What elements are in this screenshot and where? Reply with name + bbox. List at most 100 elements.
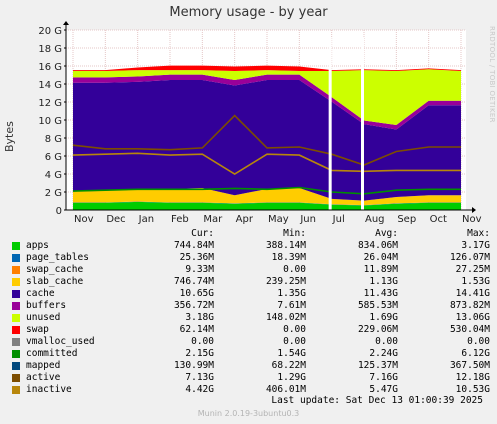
legend-min: 7.61M: [277, 300, 306, 311]
legend-cur: 0.00: [191, 336, 214, 347]
legend-name: unused: [26, 312, 61, 323]
legend-min: 406.01M: [265, 384, 306, 395]
header-cur: Cur:: [191, 228, 214, 239]
legend-row-slab_cache: slab_cache 746.74M 239.25M 1.13G 1.53G: [12, 276, 492, 288]
legend-cur: 9.33M: [185, 264, 214, 275]
last-update: Last update: Sat Dec 13 01:00:39 2025: [271, 395, 483, 406]
x-tick-label: Nov: [74, 214, 94, 225]
legend-avg: 26.04M: [363, 252, 398, 263]
y-tick-label: 14 G: [38, 80, 62, 91]
legend-row-cache: cache 10.65G 1.35G 11.43G 14.41G: [12, 288, 492, 300]
legend-avg: 0.00: [375, 336, 398, 347]
legend-name: committed: [26, 348, 78, 359]
legend-avg: 11.43G: [363, 288, 398, 299]
axes: [63, 21, 476, 213]
legend-cur: 2.15G: [185, 348, 214, 359]
legend-row-mapped: mapped 130.99M 68.22M 125.37M 367.50M: [12, 360, 492, 372]
legend-cur: 744.84M: [173, 240, 214, 251]
legend-row-apps: apps 744.84M 388.14M 834.06M 3.17G: [12, 240, 492, 252]
legend-table: Cur: Min: Avg: Max: apps 744.84M 388.14M 83…: [12, 228, 492, 396]
data-gaps: [328, 38, 364, 210]
legend-swatch: [12, 290, 20, 298]
legend-cur: 356.72M: [173, 300, 214, 311]
gap-aug: [361, 38, 364, 210]
legend-max: 3.17G: [461, 240, 490, 251]
legend-avg: 5.47G: [369, 384, 398, 395]
legend-max: 27.25M: [455, 264, 490, 275]
legend-row-swap: swap 62.14M 0.00 229.06M 530.04M: [12, 324, 492, 336]
legend-avg: 1.13G: [369, 276, 398, 287]
legend-min: 0.00: [283, 336, 306, 347]
legend-cur: 746.74M: [173, 276, 214, 287]
y-tick-labels: 0 2 G 4 G 6 G 8 G 10 G 12 G 14 G 16 G 18 G 20 G: [38, 26, 66, 217]
rrdtool-credit: RRDTOOL / TOBI OETIKER: [488, 26, 496, 123]
legend-swatch: [12, 266, 20, 274]
legend-avg: 585.53M: [357, 300, 398, 311]
legend-swatch: [12, 254, 20, 262]
legend-avg: 7.16G: [369, 372, 398, 383]
legend-cur: 62.14M: [179, 324, 214, 335]
legend-header: Cur: Min: Avg: Max:: [12, 228, 492, 240]
legend-max: 6.12G: [461, 348, 490, 359]
legend-cur: 130.99M: [173, 360, 214, 371]
legend-row-unused: unused 3.18G 148.02M 1.69G 13.06G: [12, 312, 492, 324]
header-avg: Avg:: [375, 228, 398, 239]
x-tick-label: May: [268, 214, 289, 225]
munin-version: Munin 2.0.19-3ubuntu0.3: [197, 409, 300, 418]
legend-max: 14.41G: [455, 288, 490, 299]
legend-avg: 834.06M: [357, 240, 398, 251]
plot-area: 0 2 G 4 G 6 G 8 G 10 G 12 G 14 G 16 G 18 G 20 G No…: [38, 21, 482, 225]
legend-swatch: [12, 326, 20, 334]
stacked-areas: [73, 65, 461, 210]
legend-name: swap_cache: [26, 264, 84, 275]
legend-avg: 11.89M: [363, 264, 398, 275]
x-tick-label: Jul: [332, 214, 345, 225]
legend-max: 873.82M: [449, 300, 490, 311]
legend-max: 530.04M: [449, 324, 490, 335]
legend-name: cache: [26, 288, 55, 299]
header-min: Min:: [283, 228, 306, 239]
legend-max: 13.06G: [455, 312, 490, 323]
x-tick-label: Jun: [299, 214, 316, 225]
y-tick-label: 10 G: [38, 116, 62, 127]
legend-name: page_tables: [26, 252, 89, 263]
x-tick-label: Mar: [203, 214, 223, 225]
x-tick-labels: Nov Dec Jan Feb Mar Apr May Jun Jul Aug Sep Oct Nov: [74, 214, 482, 225]
legend-max: 126.07M: [449, 252, 490, 263]
area-page_tables: [73, 201, 461, 206]
x-tick-label: Sep: [397, 214, 416, 225]
legend-row-page_tables: page_tables 25.36M 18.39M 26.04M 126.07M: [12, 252, 492, 264]
legend-min: 18.39M: [271, 252, 306, 263]
legend-name: slab_cache: [26, 276, 84, 287]
legend-name: swap: [26, 324, 49, 335]
y-tick-label: 16 G: [38, 62, 62, 73]
legend-max: 10.53G: [455, 384, 490, 395]
legend-swatch: [12, 278, 20, 286]
legend-cur: 10.65G: [179, 288, 214, 299]
legend-cur: 25.36M: [179, 252, 214, 263]
legend-swatch: [12, 338, 20, 346]
legend-swatch: [12, 302, 20, 310]
legend-cur: 4.42G: [185, 384, 214, 395]
legend-swatch: [12, 350, 20, 358]
legend-min: 1.54G: [277, 348, 306, 359]
x-tick-label: Oct: [430, 214, 447, 225]
legend-avg: 2.24G: [369, 348, 398, 359]
legend-swatch: [12, 362, 20, 370]
legend-row-committed: committed 2.15G 1.54G 2.24G 6.12G: [12, 348, 492, 360]
line-active: [72, 114, 461, 166]
x-tick-label: Nov: [462, 214, 482, 225]
gap-jul: [328, 38, 332, 210]
legend-row-vmalloc_used: vmalloc_used 0.00 0.00 0.00 0.00: [12, 336, 492, 348]
legend-min: 1.29G: [277, 372, 306, 383]
legend-swatch: [12, 314, 20, 322]
area-buffers: [73, 74, 461, 130]
legend-cur: 7.13G: [185, 372, 214, 383]
x-tick-label: Apr: [236, 214, 254, 225]
y-tick-label: 6 G: [45, 152, 62, 163]
x-axis-arrow: [472, 207, 476, 213]
legend-swatch: [12, 374, 20, 382]
area-swap_cache: [73, 201, 461, 206]
legend-swatch: [12, 242, 20, 250]
